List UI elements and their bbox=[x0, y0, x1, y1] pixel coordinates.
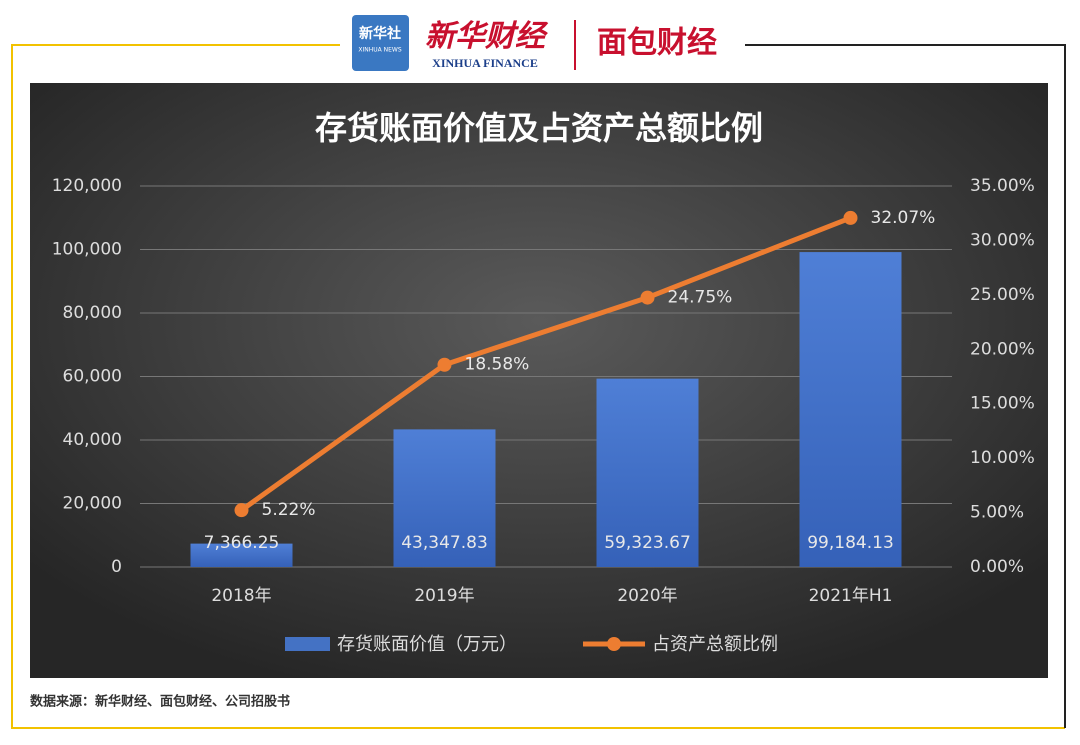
legend-label: 存货账面价值（万元） bbox=[337, 634, 517, 655]
legend-swatch bbox=[607, 637, 621, 651]
source-note: 数据来源：新华财经、面包财经、公司招股书 bbox=[30, 694, 290, 710]
bar-value-label: 99,184.13 bbox=[807, 533, 894, 553]
y2-tick-label: 0.00% bbox=[970, 557, 1024, 577]
line-value-label: 32.07% bbox=[871, 208, 936, 228]
y2-tick-label: 15.00% bbox=[970, 394, 1035, 414]
bar bbox=[596, 378, 699, 567]
line-value-label: 18.58% bbox=[465, 355, 530, 375]
bar-value-label: 59,323.67 bbox=[604, 533, 691, 553]
bar bbox=[799, 252, 902, 567]
line bbox=[240, 215, 852, 513]
line-marker bbox=[234, 503, 249, 518]
line-value-label: 24.75% bbox=[668, 288, 733, 308]
line-marker bbox=[843, 210, 858, 225]
y-tick-label: 60,000 bbox=[63, 367, 122, 387]
y2-tick-label: 20.00% bbox=[970, 339, 1035, 359]
line-value-label: 5.22% bbox=[262, 500, 316, 520]
y2-tick-label: 5.00% bbox=[970, 503, 1024, 523]
y2-tick-label: 35.00% bbox=[970, 176, 1035, 196]
bar-value-label: 43,347.83 bbox=[401, 533, 488, 553]
x-tick-label: 2021年H1 bbox=[809, 586, 893, 606]
y2-tick-label: 10.00% bbox=[970, 448, 1035, 468]
line-marker bbox=[437, 357, 452, 372]
brand-en: XINHUA FINANCE bbox=[432, 56, 538, 70]
y-tick-label: 40,000 bbox=[63, 430, 122, 450]
line-marker bbox=[640, 290, 655, 305]
y-tick-label: 80,000 bbox=[63, 303, 122, 323]
logo-en: XINHUA NEWS bbox=[358, 47, 401, 54]
legend-label: 占资产总额比例 bbox=[652, 634, 778, 655]
partner: 面包财经 bbox=[597, 26, 717, 61]
y-tick-label: 120,000 bbox=[52, 176, 122, 196]
y2-tick-label: 25.00% bbox=[970, 285, 1035, 305]
y-tick-label: 20,000 bbox=[63, 494, 122, 514]
bar bbox=[190, 543, 293, 567]
bar-value-label: 7,366.25 bbox=[204, 533, 280, 553]
logo-box bbox=[352, 15, 409, 71]
x-tick-label: 2020年 bbox=[617, 586, 677, 606]
chart-title: 存货账面价值及占资产总额比例 bbox=[315, 109, 763, 147]
y-tick-label: 100,000 bbox=[52, 240, 122, 260]
legend-swatch bbox=[285, 637, 330, 651]
x-tick-label: 2019年 bbox=[414, 586, 474, 606]
plot: 0 20,000 40,000 60,000 80,000 100,000 120,000 0… bbox=[52, 176, 1035, 655]
y-tick-label: 0 bbox=[111, 557, 122, 577]
frame bbox=[745, 44, 1066, 728]
brand-cn: 新华财经 bbox=[425, 19, 549, 54]
x-tick-label: 2018年 bbox=[211, 586, 271, 606]
bar bbox=[393, 429, 496, 567]
logo-cn: 新华社 bbox=[359, 25, 401, 42]
frame bbox=[11, 44, 1065, 729]
y2-tick-label: 30.00% bbox=[970, 230, 1035, 250]
